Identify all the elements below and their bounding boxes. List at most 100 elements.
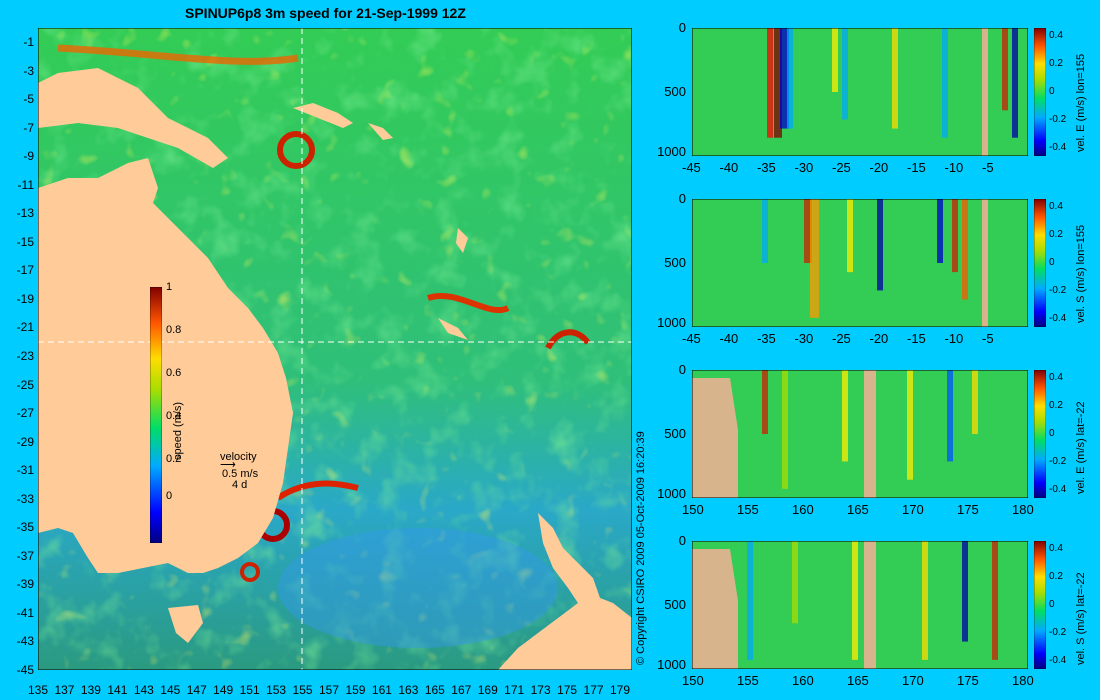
panel-ytick: 500 <box>664 255 686 270</box>
section-land <box>864 370 876 498</box>
cbar-tick-02: 0.2 <box>166 453 182 465</box>
panel-xtick: -35 <box>757 331 776 346</box>
lon-tick-label: 141 <box>107 683 128 697</box>
panel-xtick: 165 <box>847 673 869 688</box>
lat-tick-label: -29 <box>16 434 34 449</box>
lat-tick-label: -31 <box>16 463 34 478</box>
velocity-band <box>942 28 948 138</box>
panel-ytick: 500 <box>664 426 686 441</box>
panel-colorbar <box>1034 541 1046 669</box>
section-panel-p1 <box>692 28 1028 156</box>
velocity-band <box>972 370 978 434</box>
velocity-band <box>937 199 943 263</box>
velocity-band <box>962 541 968 642</box>
section-land <box>982 199 988 327</box>
lon-tick-label: 163 <box>398 683 419 697</box>
lon-tick-label: 147 <box>186 683 207 697</box>
speed-colorbar <box>150 287 162 543</box>
panel-xtick: -30 <box>794 160 814 175</box>
lat-tick-label: -5 <box>23 92 34 107</box>
panel-xtick: 160 <box>792 673 814 688</box>
panel-ytick: 0 <box>678 533 686 548</box>
panel-xtick: -25 <box>832 331 851 346</box>
velocity-band <box>804 199 812 263</box>
section-land <box>692 378 738 498</box>
panel-ytick: 1000 <box>657 144 686 159</box>
lon-tick-label: 149 <box>213 683 234 697</box>
panel-cbar-tick: 0.4 <box>1049 543 1063 554</box>
panel-cbar-tick: -0.4 <box>1049 313 1067 324</box>
lat-tick-label: -3 <box>23 63 34 78</box>
section-panel-p2 <box>692 199 1028 327</box>
section-land <box>982 28 988 156</box>
cbar-tick-06: 0.6 <box>166 367 182 379</box>
panel-ytick: 1000 <box>657 486 686 501</box>
panel-xtick: 150 <box>682 502 704 517</box>
lat-tick-label: -39 <box>16 577 34 592</box>
panel-xtick: 160 <box>792 502 814 517</box>
figure-title: SPINUP6p8 3m speed for 21-Sep-1999 12Z <box>185 5 466 21</box>
panel-cbar-tick: 0 <box>1049 257 1055 268</box>
velocity-band <box>762 199 768 263</box>
panel-xtick: 170 <box>902 673 924 688</box>
velocity-band <box>810 199 819 318</box>
section-land <box>864 541 876 669</box>
panel-xtick: 175 <box>957 673 979 688</box>
lat-tick-label: -11 <box>17 177 34 192</box>
lon-tick-label: 153 <box>266 683 287 697</box>
cbar-label: speed (m/s) <box>172 401 184 460</box>
lat-tick-label: -45 <box>16 663 34 677</box>
cbar-tick-08: 0.8 <box>166 324 182 336</box>
velocity-band <box>780 28 789 129</box>
lat-tick-label: -23 <box>16 349 34 363</box>
panel-cbar-tick: 0.4 <box>1049 372 1063 383</box>
panel-xtick: -10 <box>944 331 964 346</box>
lat-tick-label: -19 <box>16 291 34 306</box>
velocity-key-speed: 0.5 m/s <box>222 468 259 480</box>
panel-xtick: -25 <box>832 160 851 175</box>
lon-tick-label: 171 <box>504 683 525 697</box>
panel-xtick: 165 <box>847 502 869 517</box>
velocity-band <box>762 370 768 434</box>
lon-tick-label: 159 <box>345 683 366 697</box>
lat-tick-label: -15 <box>16 234 34 249</box>
velocity-band <box>1002 28 1008 111</box>
lat-tick-label: -13 <box>16 206 34 221</box>
lon-tick-label: 173 <box>530 683 551 697</box>
lat-tick-label: -17 <box>16 263 34 278</box>
velocity-band <box>962 199 968 300</box>
panel-colorbar <box>1034 199 1046 327</box>
velocity-band <box>907 370 913 480</box>
lon-tick-label: 137 <box>54 683 75 697</box>
velocity-band <box>852 541 858 660</box>
copyright: © Copyright CSIRO 2009 05-Oct-2009 16:20… <box>635 431 647 665</box>
lat-tick-label: -1 <box>23 35 34 49</box>
section-panel-p4 <box>692 541 1028 669</box>
lon-tick-label: 157 <box>319 683 340 697</box>
panel-ytick: 500 <box>664 84 686 99</box>
panel-cbar-tick: 0 <box>1049 599 1055 610</box>
panel-cbar-tick: -0.4 <box>1049 484 1067 495</box>
lat-tick-label: -21 <box>16 320 34 335</box>
speed-map <box>38 28 632 670</box>
lat-tick-label: -33 <box>16 491 34 506</box>
lon-tick-label: 167 <box>451 683 472 697</box>
lon-tick-label: 165 <box>424 683 445 697</box>
panel-cbar-tick: -0.2 <box>1049 285 1067 296</box>
lon-tick-label: 151 <box>239 683 260 697</box>
panel-xtick: 155 <box>737 673 759 688</box>
panel-cbar-tick: 0.4 <box>1049 201 1063 212</box>
panel-cbar-tick: -0.4 <box>1049 655 1067 666</box>
panel-xtick: 180 <box>1012 673 1034 688</box>
panel-cbar-tick: 0.2 <box>1049 229 1063 240</box>
lon-tick-label: 143 <box>133 683 154 697</box>
lat-tick-label: -25 <box>16 377 34 392</box>
panel-cbar-tick: -0.4 <box>1049 142 1067 153</box>
lat-tick-label: -35 <box>16 520 34 535</box>
panel-ytick: 1000 <box>657 315 686 330</box>
velocity-band <box>992 541 998 660</box>
cbar-tick-04: 0.4 <box>166 410 182 422</box>
arrow-icon: ⟶ <box>220 459 236 471</box>
panel-xtick: -15 <box>907 160 926 175</box>
panel-colorbar <box>1034 28 1046 156</box>
